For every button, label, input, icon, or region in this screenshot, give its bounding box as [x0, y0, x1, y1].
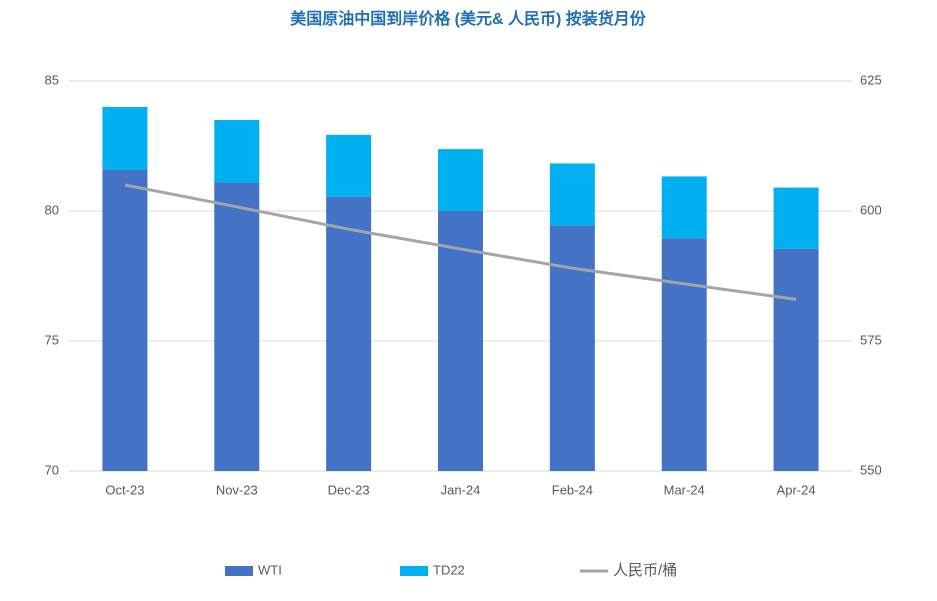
- x-tick-label: Oct-23: [105, 482, 144, 497]
- bar: [438, 149, 483, 211]
- bar: [214, 182, 260, 471]
- bar: [102, 107, 148, 170]
- legend-label: WTI: [258, 562, 282, 577]
- y2-tick-label: 550: [860, 462, 882, 477]
- bar: [773, 248, 819, 471]
- bar: [549, 225, 595, 471]
- line: [124, 183, 797, 301]
- legend-label: TD22: [433, 562, 465, 577]
- x-tick-label: Dec-23: [328, 482, 370, 497]
- bar: [773, 187, 819, 249]
- x-tick-label: Nov-23: [216, 482, 258, 497]
- bar: [102, 169, 148, 471]
- bar: [326, 196, 372, 471]
- x-tick-label: Mar-24: [664, 482, 705, 497]
- y-tick-label: 70: [45, 462, 59, 477]
- bar: [326, 134, 372, 197]
- y2-tick-label: 600: [860, 202, 882, 217]
- bar: [661, 238, 707, 471]
- y2-tick-label: 625: [860, 72, 882, 87]
- x-tick-label: Jan-24: [441, 482, 481, 497]
- legend-label: 人民币/桶: [613, 562, 677, 579]
- bar: [549, 163, 595, 226]
- y2-tick-label: 575: [860, 332, 882, 347]
- legend-swatch: [400, 566, 428, 576]
- x-tick-label: Apr-24: [777, 482, 816, 497]
- y-tick-label: 85: [45, 72, 59, 87]
- x-tick-label: Feb-24: [552, 482, 593, 497]
- bar: [438, 211, 483, 471]
- bar: [661, 176, 707, 239]
- legend-swatch: [225, 566, 253, 576]
- bar: [214, 120, 260, 183]
- chart-title: 美国原油中国到岸价格 (美元& 人民币) 按装货月份: [290, 9, 647, 28]
- y-tick-label: 80: [45, 202, 59, 217]
- y-tick-label: 75: [45, 332, 59, 347]
